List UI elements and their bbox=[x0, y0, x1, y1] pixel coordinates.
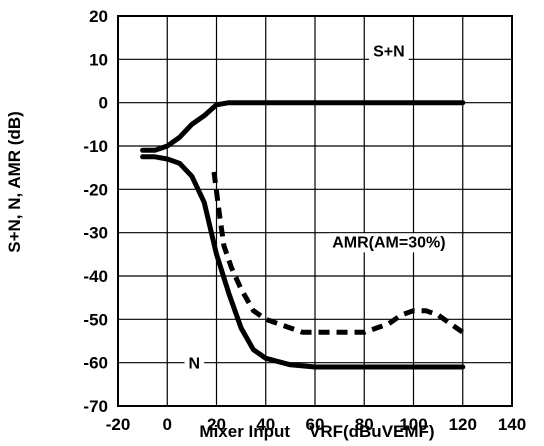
x-tick-label: 0 bbox=[163, 415, 172, 434]
annotation-label: N bbox=[189, 356, 201, 373]
x-tick-label: 60 bbox=[306, 415, 325, 434]
x-tick-label: 80 bbox=[355, 415, 374, 434]
series-line-n bbox=[140, 154, 466, 370]
y-axis-label: S+N, N, AMR (dB) bbox=[5, 111, 24, 253]
y-tick-label: -60 bbox=[83, 354, 108, 373]
annotation-backdrop bbox=[328, 233, 450, 253]
y-tick-label: -10 bbox=[83, 137, 108, 156]
y-tick-label: -70 bbox=[83, 397, 108, 416]
series-line-s-n bbox=[140, 100, 466, 153]
annotation-label: S+N bbox=[373, 44, 405, 61]
annotation-backdrop bbox=[184, 354, 205, 374]
series-lines bbox=[140, 100, 466, 370]
x-tick-labels: -20 0 20 40 60 80 100 120 140 bbox=[106, 415, 526, 434]
annotations: S+N AMR(AM=30%) N bbox=[184, 42, 450, 374]
x-tick-label: 120 bbox=[449, 415, 477, 434]
y-tick-label: 20 bbox=[89, 7, 108, 26]
series-line-amr-am-30 bbox=[211, 171, 465, 335]
x-tick-label: 140 bbox=[498, 415, 526, 434]
annotation-backdrop bbox=[369, 42, 409, 62]
y-tick-label: -50 bbox=[83, 310, 108, 329]
annotation-label: AMR(AM=30%) bbox=[332, 234, 445, 251]
x-tick-label: 40 bbox=[256, 415, 275, 434]
y-tick-label: -20 bbox=[83, 180, 108, 199]
plot-frame bbox=[117, 15, 513, 407]
grid bbox=[117, 15, 513, 407]
y-tick-label: 0 bbox=[99, 94, 108, 113]
x-tick-label: -20 bbox=[106, 415, 131, 434]
y-tick-label: -40 bbox=[83, 267, 108, 286]
x-tick-label: 20 bbox=[207, 415, 226, 434]
y-tick-labels: 20 10 0 -10 -20 -30 -40 -50 -60 -70 bbox=[83, 7, 108, 416]
x-tick-label: 100 bbox=[399, 415, 427, 434]
y-tick-label: -30 bbox=[83, 224, 108, 243]
x-axis-label: Mixer Input VRF(dBuVEMF) bbox=[199, 422, 434, 441]
plot-border bbox=[117, 15, 513, 407]
y-tick-label: 10 bbox=[89, 50, 108, 69]
